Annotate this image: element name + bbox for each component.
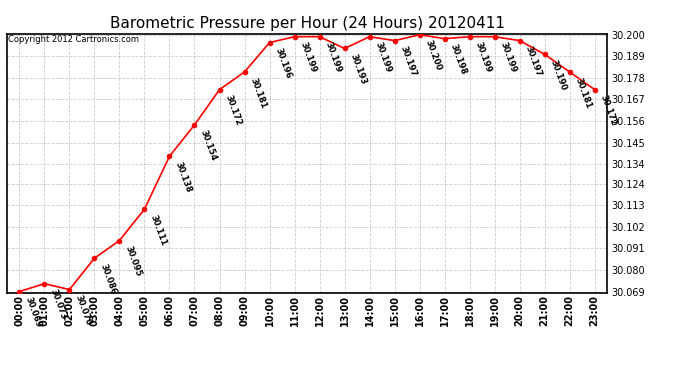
Text: 30.193: 30.193 <box>348 53 368 86</box>
Text: Copyright 2012 Cartronics.com: Copyright 2012 Cartronics.com <box>8 35 139 44</box>
Text: 30.111: 30.111 <box>148 213 168 247</box>
Text: 30.200: 30.200 <box>424 39 443 72</box>
Text: 30.196: 30.196 <box>274 47 293 80</box>
Text: 30.154: 30.154 <box>199 129 218 163</box>
Text: 30.073: 30.073 <box>48 288 68 321</box>
Text: 30.199: 30.199 <box>374 41 393 74</box>
Text: 30.172: 30.172 <box>224 94 243 127</box>
Text: 30.086: 30.086 <box>99 262 118 296</box>
Text: 30.181: 30.181 <box>574 76 593 109</box>
Text: 30.069: 30.069 <box>23 296 43 329</box>
Text: 30.197: 30.197 <box>399 45 418 78</box>
Text: 30.197: 30.197 <box>524 45 543 78</box>
Text: 30.199: 30.199 <box>299 41 318 74</box>
Text: 30.198: 30.198 <box>448 43 469 76</box>
Text: 30.138: 30.138 <box>174 160 193 194</box>
Title: Barometric Pressure per Hour (24 Hours) 20120411: Barometric Pressure per Hour (24 Hours) … <box>110 16 504 31</box>
Text: 30.070: 30.070 <box>74 294 93 327</box>
Text: 30.199: 30.199 <box>324 41 343 74</box>
Text: 30.172: 30.172 <box>599 94 618 127</box>
Text: 30.199: 30.199 <box>474 41 493 74</box>
Text: 30.095: 30.095 <box>124 245 143 278</box>
Text: 30.181: 30.181 <box>248 76 268 109</box>
Text: 30.190: 30.190 <box>549 58 569 92</box>
Text: 30.199: 30.199 <box>499 41 518 74</box>
